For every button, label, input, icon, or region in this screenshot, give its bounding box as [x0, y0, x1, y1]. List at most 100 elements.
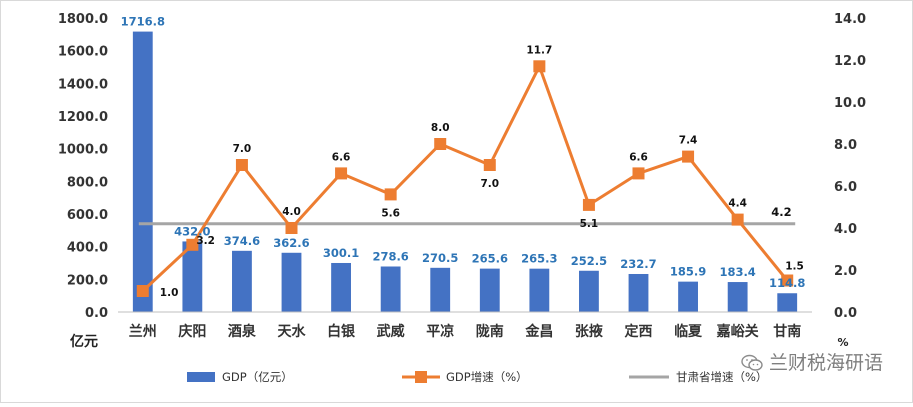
gdp-bar: [579, 270, 599, 312]
gdp-bar-label: 185.9: [670, 265, 706, 279]
growth-rate-marker: [186, 238, 199, 251]
growth-rate-label: 4.4: [728, 198, 747, 210]
y-right-tick: 0.0: [834, 306, 857, 321]
legend-province-label: 甘肃省增速（%）: [676, 370, 767, 384]
category-label: 白银: [327, 323, 356, 340]
gdp-bar-label: 1716.8: [121, 15, 165, 29]
growth-rate-marker: [632, 167, 645, 180]
growth-rate-label: 1.0: [160, 287, 179, 299]
category-label: 张掖: [575, 323, 604, 340]
growth-rate-marker: [285, 222, 298, 234]
growth-rate-marker: [483, 159, 496, 171]
watermark-text: 兰财税海研语: [768, 352, 883, 374]
growth-rate-marker: [682, 150, 695, 163]
gdp-bar-label: 114.8: [769, 276, 805, 290]
gdp-bar: [380, 266, 401, 312]
category-label: 嘉峪关: [716, 323, 759, 340]
y-left-unit: 亿元: [70, 333, 98, 350]
category-label: 天水: [278, 323, 307, 340]
growth-rate-label: 8.0: [431, 122, 450, 134]
growth-rate-label: 6.6: [332, 151, 351, 163]
gdp-bar-label: 183.4: [719, 265, 755, 279]
growth-rate-label: 7.4: [679, 135, 698, 147]
growth-rate-label: 7.0: [480, 178, 499, 190]
growth-rate-label: 1.5: [785, 261, 804, 273]
category-label: 兰州: [129, 323, 157, 340]
y-right-tick: 6.0: [834, 180, 857, 195]
gdp-bar: [430, 267, 451, 312]
growth-rate-label: 5.1: [580, 218, 599, 230]
y-right-tick: 14.0: [834, 12, 866, 27]
gdp-bar-label: 252.5: [571, 254, 607, 268]
y-right-tick: 2.0: [834, 264, 857, 279]
y-right-tick: 4.0: [834, 222, 857, 237]
watermark: 兰财税海研语: [741, 348, 883, 375]
y-left-tick: 1200.0: [58, 110, 108, 125]
y-left-tick: 1000.0: [58, 143, 108, 158]
gdp-bar-label: 232.7: [620, 257, 656, 271]
y-left-tick: 0.0: [85, 306, 108, 321]
y-left-tick: 1600.0: [58, 45, 108, 60]
gdp-bar: [182, 241, 203, 312]
category-label: 甘南: [773, 323, 801, 340]
growth-rate-marker: [731, 213, 744, 226]
growth-rate-marker: [781, 274, 794, 287]
y-right-tick: 8.0: [834, 138, 857, 153]
growth-rate-marker: [235, 159, 248, 171]
legend-growth-label: GDP增速（%）: [446, 370, 528, 384]
category-label: 酒泉: [228, 323, 257, 340]
gdp-bar-label: 265.6: [472, 252, 508, 266]
gdp-bar-label: 270.5: [422, 251, 458, 265]
y-right-tick: 12.0: [834, 54, 866, 69]
gdp-bar: [628, 273, 649, 312]
category-label: 庆阳: [178, 323, 206, 340]
category-label: 金昌: [524, 323, 553, 340]
legend-growth-marker: [415, 371, 427, 383]
gdp-bar: [777, 293, 798, 312]
gdp-bar: [331, 262, 351, 312]
gdp-bar: [727, 282, 748, 312]
growth-rate-marker: [434, 138, 447, 150]
gdp-bar-label: 362.6: [273, 236, 309, 250]
y-right-unit: %: [837, 336, 848, 349]
growth-rate-marker: [582, 198, 595, 211]
growth-rate-marker: [384, 188, 397, 201]
gdp-bar: [232, 250, 252, 312]
growth-rate-label: 3.2: [196, 235, 215, 247]
wechat-icon: [741, 354, 763, 371]
growth-rate-marker: [335, 167, 348, 180]
legend-gdp-swatch: [187, 372, 215, 382]
gdp-bar: [479, 268, 500, 312]
category-label: 武威: [377, 323, 405, 340]
y-left-tick: 800.0: [67, 175, 108, 190]
gdp-bar-label: 432.0: [174, 224, 210, 238]
gdp-bar-label: 265.3: [521, 252, 557, 266]
growth-rate-label: 7.0: [233, 143, 252, 155]
gdp-bar-label: 278.6: [372, 249, 408, 263]
legend-gdp-label: GDP（亿元）: [222, 370, 293, 384]
gdp-bar-label: 374.6: [224, 234, 260, 248]
growth-rate-marker: [136, 285, 149, 297]
category-label: 定西: [625, 323, 653, 340]
gdp-bar: [281, 252, 302, 312]
growth-rate-marker: [533, 60, 546, 73]
growth-rate-label: 6.6: [629, 151, 648, 163]
growth-rate-label: 5.6: [381, 207, 400, 219]
growth-rate-label: 4.0: [282, 206, 301, 218]
growth-rate-line: [141, 64, 789, 293]
y-left-tick: 1400.0: [58, 77, 108, 92]
gdp-bar: [678, 281, 698, 312]
gdp-bar-label: 300.1: [323, 246, 359, 260]
category-label: 平凉: [426, 323, 454, 340]
y-left-tick: 600.0: [67, 208, 108, 223]
y-left-tick: 400.0: [67, 241, 108, 256]
gdp-bar: [132, 31, 153, 313]
gdp-bar: [529, 268, 550, 312]
y-right-tick: 10.0: [834, 96, 866, 111]
y-left-tick: 200.0: [67, 273, 108, 288]
province-rate-label: 4.2: [771, 205, 791, 219]
y-left-tick: 1800.0: [58, 12, 108, 27]
